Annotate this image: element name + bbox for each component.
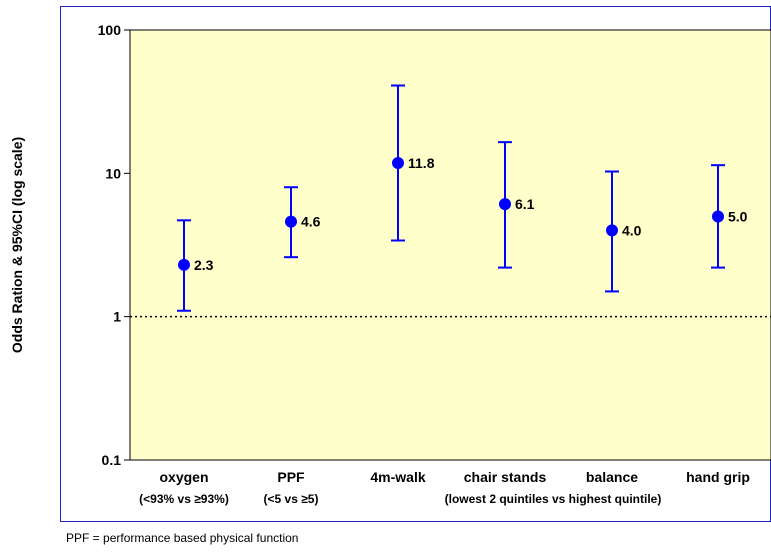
odds-ratio-point [499, 198, 511, 211]
data-label: 4.6 [301, 214, 321, 230]
x-tick-label: hand grip [686, 469, 750, 485]
odds-ratio-point [285, 215, 297, 228]
odds-ratio-point [178, 258, 190, 271]
x-labels: oxygen PPF 4m-walk chair stands balance hand … [159, 469, 749, 485]
y-axis-label: Odds Ration & 95%CI (log scale) [9, 137, 25, 353]
y-ticks: 0.1 1 10 100 [98, 22, 130, 468]
y-tick-label: 0.1 [102, 452, 122, 468]
data-label: 11.8 [408, 155, 435, 171]
data-label: 4.0 [622, 222, 642, 238]
x-tick-label: 4m-walk [370, 469, 425, 485]
sublabel-oxygen: (<93% vs ≥93%) [139, 492, 229, 506]
x-tick-label: PPF [277, 469, 305, 485]
x-tick-label: oxygen [159, 469, 208, 485]
x-tick-label: balance [586, 469, 638, 485]
y-tick-label: 1 [113, 309, 121, 325]
error-bars: 2.3 4.6 11.8 6.1 4.0 5.0 [177, 84, 748, 312]
sublabel-ppf: (<5 vs ≥5) [264, 492, 319, 506]
data-label: 5.0 [728, 208, 748, 224]
odds-ratio-point [606, 224, 618, 237]
plot-area [129, 29, 771, 461]
sublabel-quintiles: (lowest 2 quintiles vs highest quintile) [445, 492, 662, 506]
footnote: PPF = performance based physical functio… [66, 531, 299, 545]
y-tick-label: 10 [105, 165, 121, 181]
data-label: 2.3 [194, 257, 214, 273]
y-tick-label: 100 [98, 22, 122, 38]
odds-ratio-point [392, 157, 404, 170]
x-tick-label: chair stands [464, 469, 547, 485]
odds-ratio-point [712, 210, 724, 223]
data-label: 6.1 [515, 196, 535, 212]
